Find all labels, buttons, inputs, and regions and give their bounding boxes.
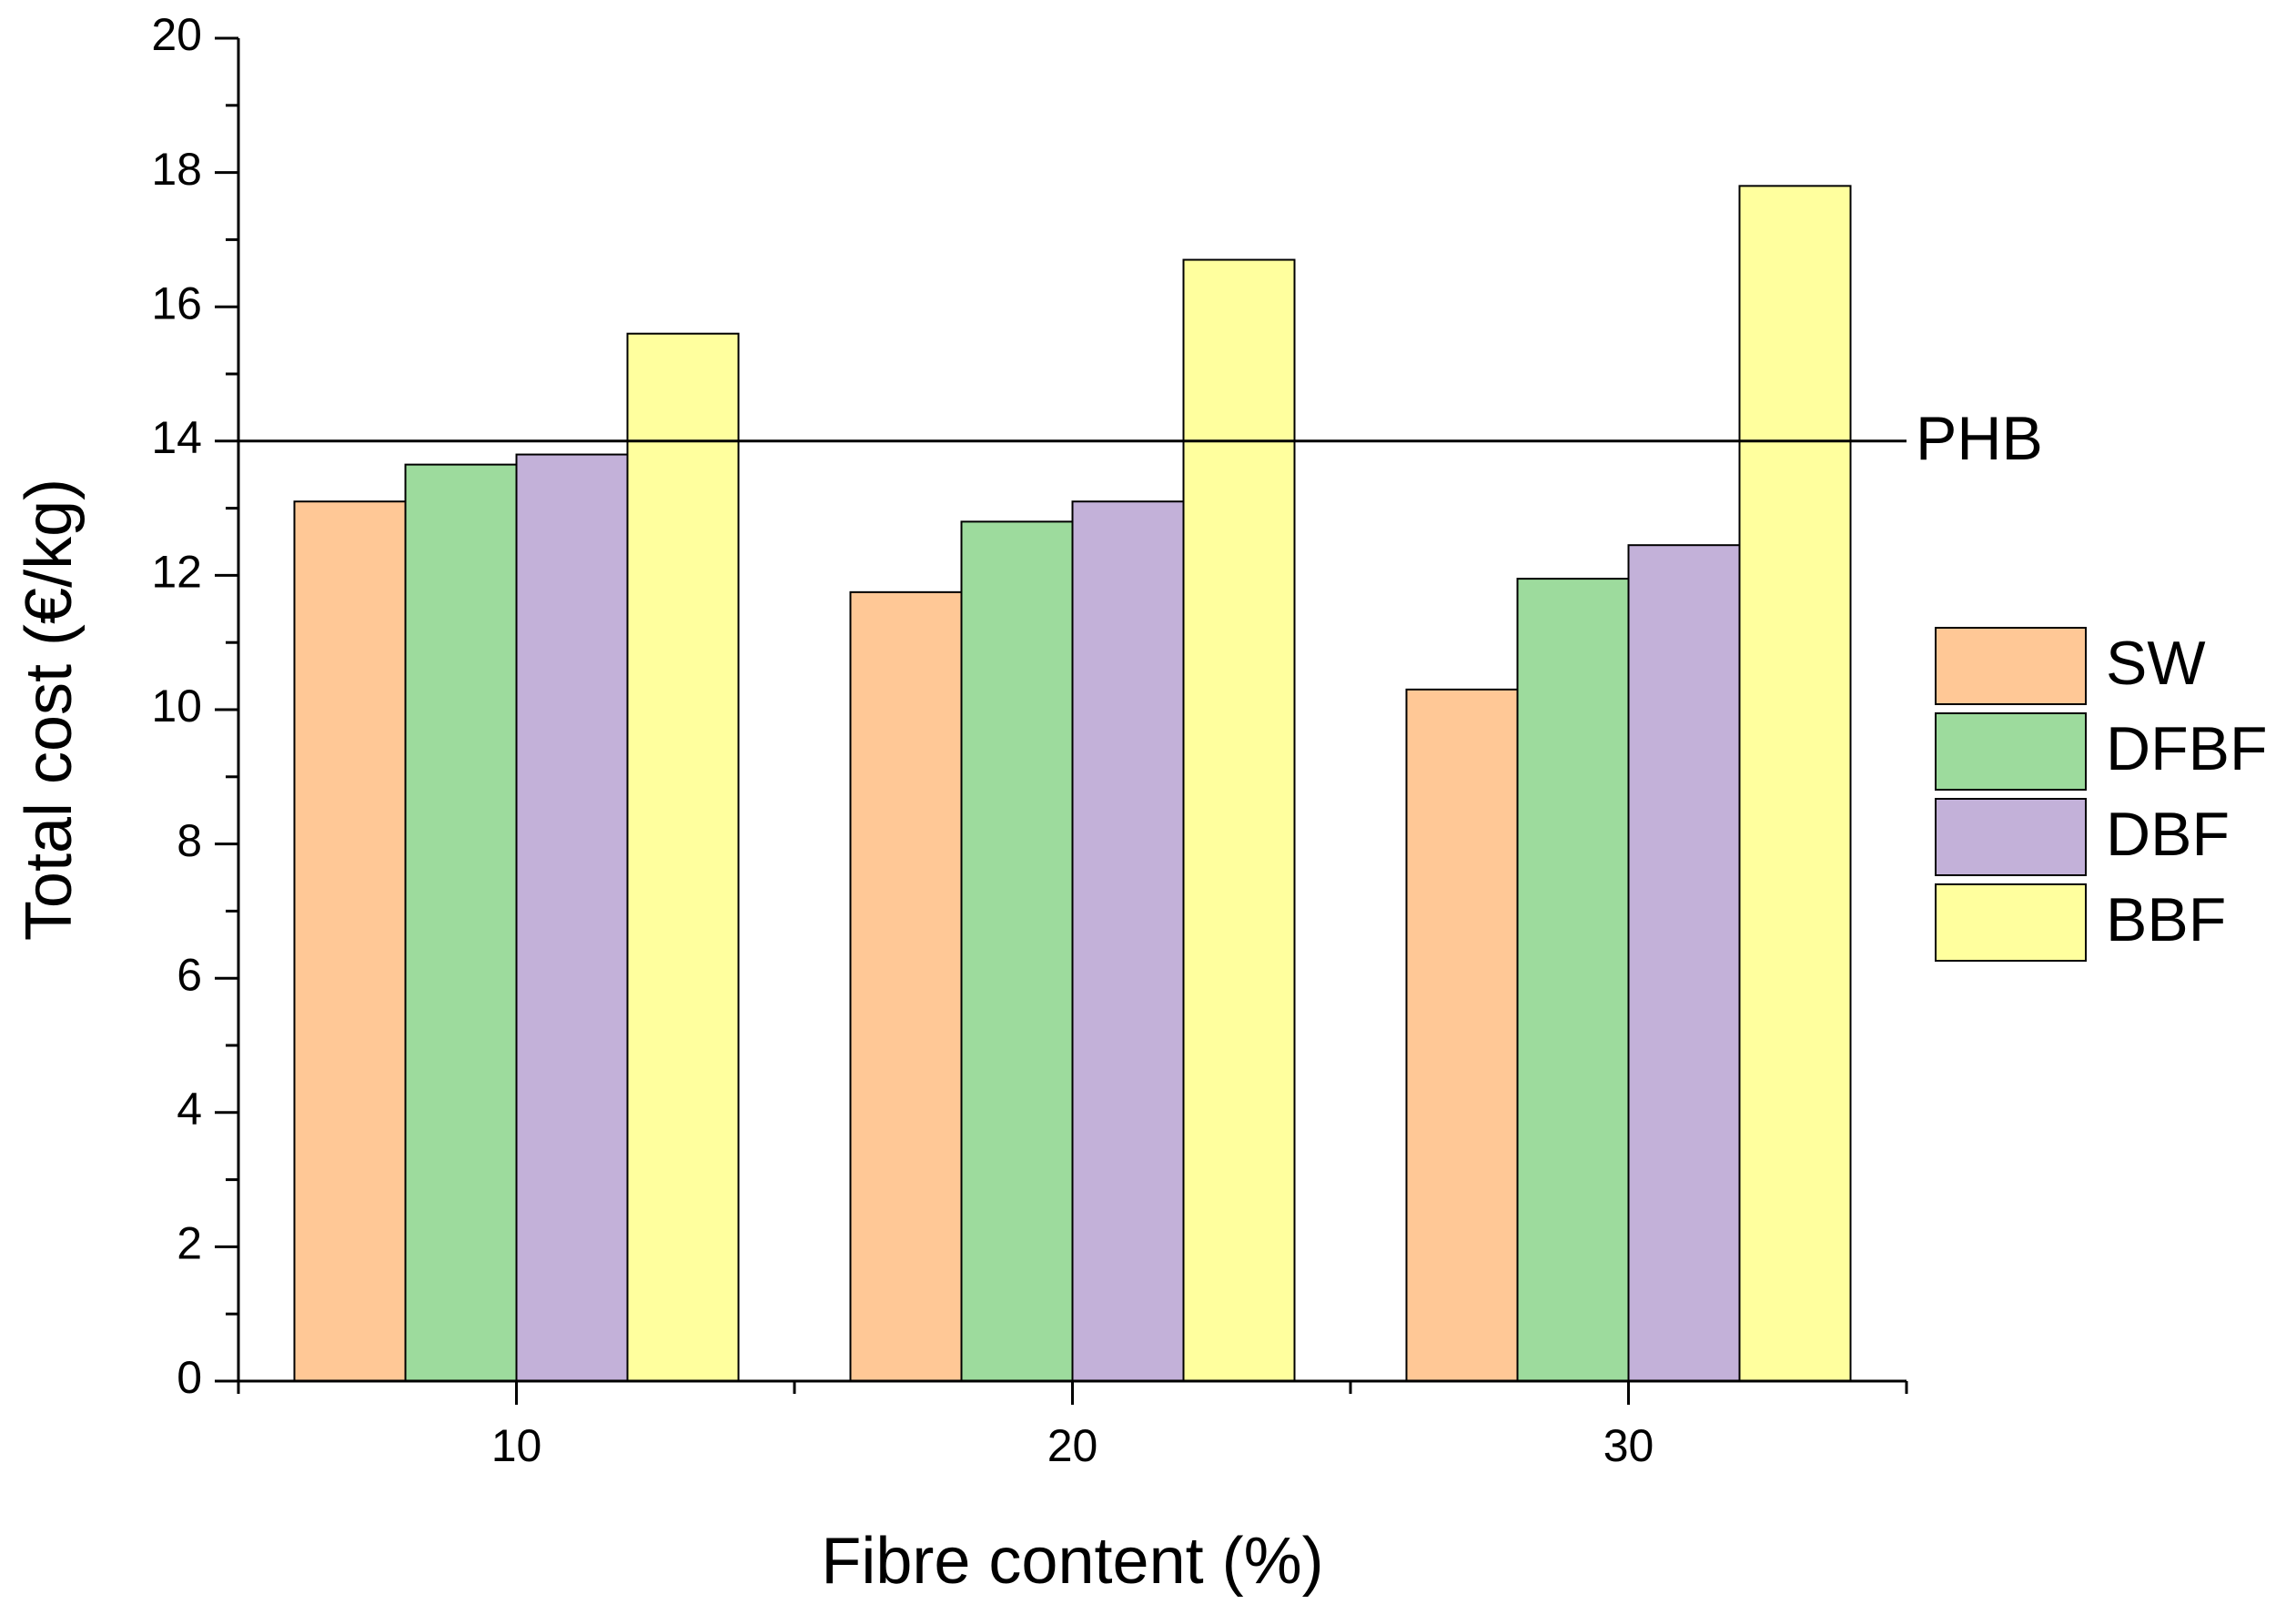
bar-sw-20 [849,590,963,1382]
y-tick-label: 2 [177,1218,202,1269]
y-tick-label: 4 [177,1084,202,1135]
legend-label-dfbf: DFBF [2106,714,2268,783]
y-tick-label: 20 [151,9,202,60]
bar-dbf-30 [1627,544,1741,1382]
bar-sw-30 [1405,688,1519,1382]
y-tick-label: 14 [151,412,202,463]
y-tick-label: 8 [177,815,202,866]
legend-swatch-bbf [1935,883,2087,962]
bar-dfbf-10 [404,463,518,1382]
legend-label-sw: SW [2106,629,2206,698]
legend-label-dbf: DBF [2106,800,2230,869]
y-axis-title: Total cost (€/kg) [13,479,86,941]
y-tick-label: 16 [151,277,202,328]
bar-bbf-30 [1738,185,1852,1383]
bars-group [293,185,1852,1383]
bar-bbf-10 [626,332,740,1383]
y-tick-label: 6 [177,949,202,1000]
y-tick-label: 18 [151,144,202,195]
x-axis-title: Fibre content (%) [821,1525,1323,1598]
bar-bbf-20 [1182,258,1296,1382]
axes-group [215,36,1908,1405]
y-tick-label: 0 [177,1352,202,1403]
legend-label-bbf: BBF [2106,885,2226,954]
bar-sw-10 [293,500,407,1382]
legend-swatch-sw [1935,627,2087,705]
x-tick-label: 10 [491,1420,542,1471]
legend-swatch-dbf [1935,798,2087,876]
x-tick-label: 20 [1047,1420,1098,1471]
x-tick-label: 30 [1603,1420,1654,1471]
y-tick-label: 12 [151,547,202,598]
legend: SW DFBF DBF BBF [1935,627,2268,962]
bar-dbf-20 [1071,500,1185,1382]
y-tick-labels: 0 2 4 6 8 10 12 14 16 18 20 [151,9,202,1403]
bar-dfbf-30 [1516,578,1630,1382]
bar-dbf-10 [515,453,629,1382]
y-tick-label: 10 [151,681,202,731]
phb-reference-label: PHB [1916,404,2043,473]
legend-swatch-dfbf [1935,712,2087,791]
x-tick-labels: 10 20 30 [491,1420,1654,1471]
bar-dfbf-20 [960,520,1074,1382]
